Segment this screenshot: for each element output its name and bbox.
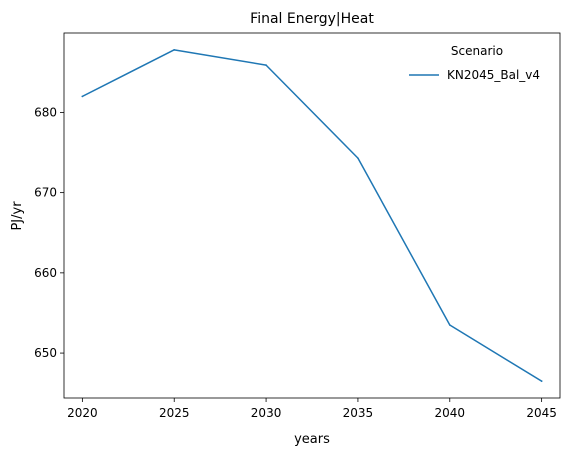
legend: Scenario KN2045_Bal_v4 [409,44,540,82]
legend-label: KN2045_Bal_v4 [447,68,540,82]
x-tick-label: 2025 [159,406,190,420]
x-tick-label: 2035 [343,406,374,420]
plot-frame [63,32,561,399]
data-point [448,324,451,326]
data-point [265,64,267,66]
y-tick-label: 670 [34,186,57,200]
y-tick-label: 680 [34,105,57,119]
plot-area: 2020 2025 2030 2035 2040 2045 650 660 670 680 [34,32,561,420]
y-tick-label: 660 [34,266,57,280]
data-point [357,157,359,159]
series-line-0 [81,49,543,383]
x-axis-label: years [294,432,330,447]
chart-title: Final Energy|Heat [250,11,374,27]
x-tick-label: 2030 [251,406,282,420]
y-axis-label: PJ/yr [10,201,25,231]
x-tick-label: 2040 [435,406,466,420]
data-point [540,380,543,382]
data-point [173,49,176,51]
legend-title: Scenario [451,44,503,58]
x-tick-label: 2045 [526,406,557,420]
data-point [81,95,84,98]
y-tick-label: 650 [34,346,57,360]
x-tick-label: 2020 [67,406,98,420]
